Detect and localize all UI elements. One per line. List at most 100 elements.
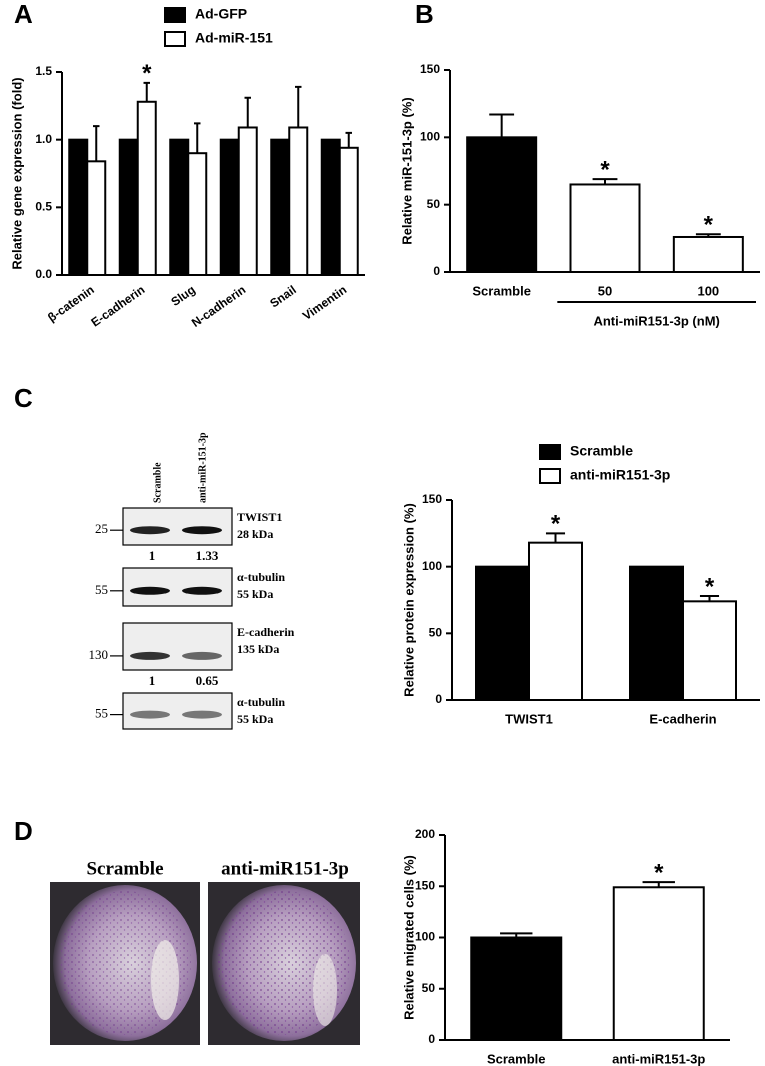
y-tick-label: 0 bbox=[428, 1032, 435, 1046]
protein-label: TWIST1 bbox=[237, 510, 282, 524]
y-tick-label: 200 bbox=[415, 827, 435, 841]
x-tick-label: Vimentin bbox=[300, 283, 349, 323]
y-tick-label: 150 bbox=[420, 62, 440, 76]
error-bar bbox=[295, 85, 302, 128]
y-axis-label: Relative miR-151-3p (%) bbox=[399, 97, 414, 244]
x-tick-label: E-cadherin bbox=[649, 711, 716, 726]
blot-band bbox=[182, 651, 222, 660]
protein-label: α-tubulin bbox=[237, 695, 285, 709]
x-tick-label: 100 bbox=[697, 283, 719, 298]
blot-band bbox=[130, 586, 170, 595]
y-axis-label: Relative gene expression (fold) bbox=[9, 77, 24, 269]
bar bbox=[629, 565, 684, 702]
error-bar bbox=[489, 113, 515, 138]
y-tick-label: 0 bbox=[433, 264, 440, 278]
bar bbox=[288, 126, 309, 276]
y-tick-label: 50 bbox=[427, 197, 441, 211]
bar bbox=[187, 152, 208, 276]
y-tick-label: 0.5 bbox=[35, 200, 52, 214]
x-tick-label: E-cadherin bbox=[88, 283, 147, 330]
legend-label: anti-miR151-3p bbox=[570, 467, 670, 483]
error-bar bbox=[500, 932, 533, 938]
y-tick-label: 0 bbox=[435, 692, 442, 706]
y-tick-label: 1.0 bbox=[35, 132, 52, 146]
blot-band bbox=[130, 651, 170, 660]
panel-letter: B bbox=[415, 0, 434, 29]
blot-band bbox=[130, 710, 170, 719]
error-bar bbox=[143, 81, 150, 102]
error-bar bbox=[642, 881, 675, 888]
bar bbox=[320, 138, 341, 276]
well-images bbox=[50, 882, 360, 1045]
marker-label: 55 bbox=[95, 706, 108, 721]
legend-label: Ad-miR-151 bbox=[195, 30, 273, 46]
bar bbox=[466, 136, 538, 273]
quant-label: 0.65 bbox=[196, 673, 219, 688]
marker-label: 25 bbox=[95, 521, 108, 536]
panel-letter: C bbox=[14, 383, 33, 413]
bar bbox=[470, 936, 563, 1041]
legend-swatch bbox=[164, 7, 186, 23]
error-bar bbox=[545, 532, 566, 543]
quant-label: 1.33 bbox=[196, 548, 219, 563]
error-bar bbox=[592, 178, 618, 185]
significance-mark: * bbox=[600, 156, 610, 183]
blot-box bbox=[122, 567, 233, 607]
protein-label: E-cadherin bbox=[237, 625, 295, 639]
bar bbox=[672, 235, 744, 273]
bar bbox=[569, 183, 641, 273]
blot-band bbox=[182, 586, 222, 595]
bar bbox=[86, 160, 107, 277]
legend-label: Ad-GFP bbox=[195, 6, 247, 22]
error-bar bbox=[244, 96, 251, 128]
blot-band bbox=[130, 526, 170, 535]
chart: Relative gene expression (fold) 0.0 0.5 1.0… bbox=[9, 6, 365, 330]
y-tick-label: 50 bbox=[429, 626, 443, 640]
y-tick-label: 150 bbox=[422, 492, 442, 506]
x-tick-label: Slug bbox=[168, 283, 197, 309]
y-tick-label: 100 bbox=[422, 559, 442, 573]
x-tick-label: TWIST1 bbox=[505, 711, 553, 726]
quant-label: 1 bbox=[149, 673, 156, 688]
y-axis-label: Relative migrated cells (%) bbox=[401, 855, 416, 1020]
image-caption: Scramble bbox=[86, 858, 163, 879]
x-tick-label: Scramble bbox=[487, 1051, 546, 1066]
marker-label: 55 bbox=[95, 582, 108, 597]
group-label: Anti-miR151-3p (nM) bbox=[593, 313, 719, 328]
lane-label: anti-miR-151-3p bbox=[197, 432, 208, 503]
bar bbox=[338, 146, 359, 276]
y-tick-label: 50 bbox=[422, 981, 436, 995]
x-tick-label: Scramble bbox=[472, 283, 531, 298]
size-label: 28 kDa bbox=[237, 527, 273, 541]
y-tick-label: 1.5 bbox=[35, 64, 52, 78]
y-axis-label: Relative protein expression (%) bbox=[401, 503, 416, 697]
bar bbox=[169, 138, 190, 276]
chart: Relative protein expression (%) 0 50 100 150… bbox=[401, 443, 760, 726]
significance-mark: * bbox=[654, 859, 664, 886]
x-tick-label: N-cadherin bbox=[189, 283, 248, 330]
error-bar bbox=[194, 122, 201, 154]
bar bbox=[237, 126, 258, 276]
blot-band bbox=[182, 526, 222, 535]
x-tick-label: anti-miR151-3p bbox=[612, 1051, 705, 1066]
panel-letter: D bbox=[14, 816, 33, 846]
y-tick-label: 150 bbox=[415, 878, 435, 892]
significance-mark: * bbox=[551, 511, 561, 538]
panel-letter: A bbox=[14, 0, 33, 29]
bar bbox=[475, 565, 530, 702]
bar bbox=[136, 100, 157, 276]
significance-mark: * bbox=[705, 573, 715, 600]
quant-label: 1 bbox=[149, 548, 156, 563]
error-bar bbox=[345, 131, 352, 148]
bar bbox=[270, 138, 291, 276]
protein-label: α-tubulin bbox=[237, 570, 285, 584]
error-bar bbox=[699, 595, 720, 602]
bar bbox=[528, 541, 583, 702]
marker-label: 130 bbox=[89, 647, 109, 662]
blot-box bbox=[122, 507, 233, 546]
blot-box bbox=[122, 692, 233, 730]
legend-swatch bbox=[164, 31, 186, 47]
image-caption: anti-miR151-3p bbox=[221, 858, 349, 879]
size-label: 55 kDa bbox=[237, 587, 273, 601]
